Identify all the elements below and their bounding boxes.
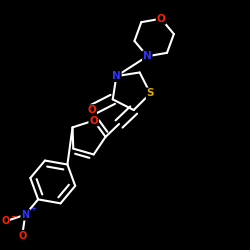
- Text: N: N: [143, 51, 152, 61]
- Text: O: O: [87, 105, 96, 115]
- Text: O: O: [89, 116, 98, 126]
- Text: +: +: [30, 206, 36, 212]
- Text: N: N: [21, 210, 29, 220]
- Text: O: O: [157, 14, 166, 24]
- Text: O: O: [18, 231, 26, 241]
- Text: −: −: [10, 212, 17, 221]
- Text: O: O: [1, 216, 9, 226]
- Text: S: S: [146, 88, 154, 99]
- Text: N: N: [112, 71, 121, 81]
